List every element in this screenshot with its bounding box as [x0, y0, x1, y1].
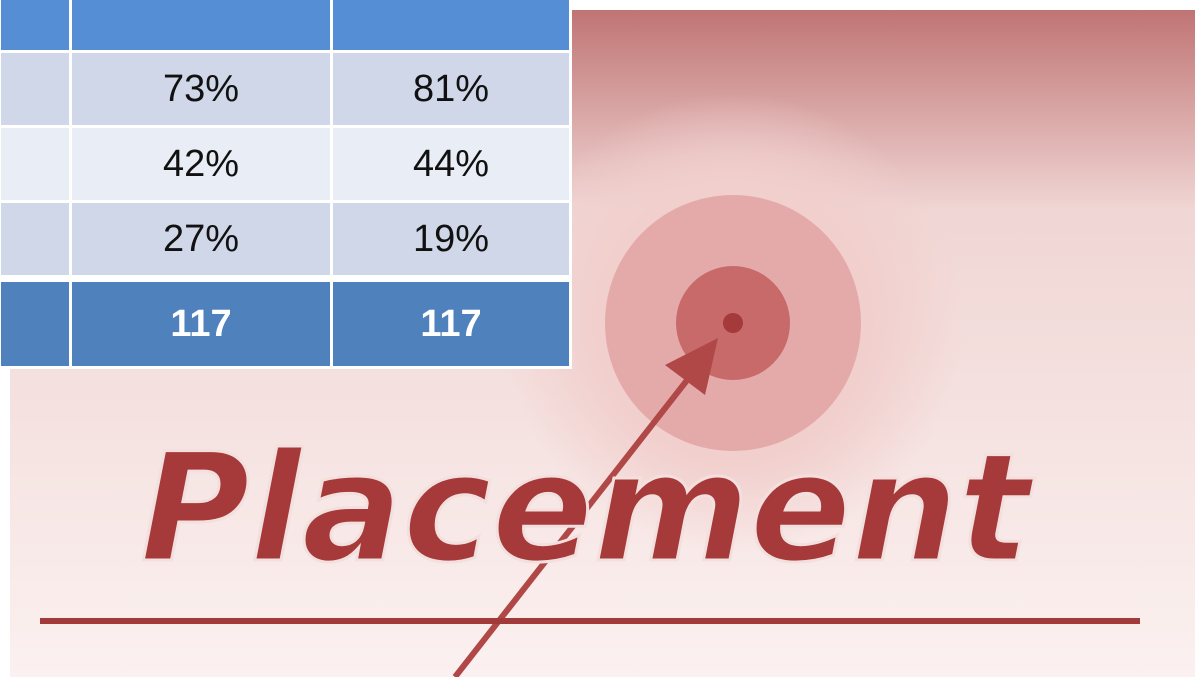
table-cell: 19%	[332, 202, 571, 279]
table-cell: 42%	[71, 127, 332, 202]
header-cell	[0, 0, 71, 52]
table-cell: 81%	[332, 52, 571, 127]
table-cell: 44%	[332, 127, 571, 202]
cropped-cell	[0, 202, 71, 279]
cropped-cell	[0, 52, 71, 127]
table-cell: 117	[71, 279, 332, 368]
data-row: 42%44%	[0, 127, 571, 202]
banner-title: Placement	[140, 422, 1035, 596]
table-cell: 73%	[71, 52, 332, 127]
cropped-cell	[0, 279, 71, 368]
data-row: 27%19%	[0, 202, 571, 279]
cropped-cell	[0, 127, 71, 202]
underline	[40, 618, 1140, 624]
data-row: 73%81%	[0, 52, 571, 127]
target-dot	[723, 313, 743, 333]
table-cell: 117	[332, 279, 571, 368]
header-cell	[332, 0, 571, 52]
table-cell: 27%	[71, 202, 332, 279]
header-cell	[71, 0, 332, 52]
header-row	[0, 0, 571, 52]
page: Placement 73%81%42%44%27%19%117117 (() =…	[0, 0, 1195, 677]
